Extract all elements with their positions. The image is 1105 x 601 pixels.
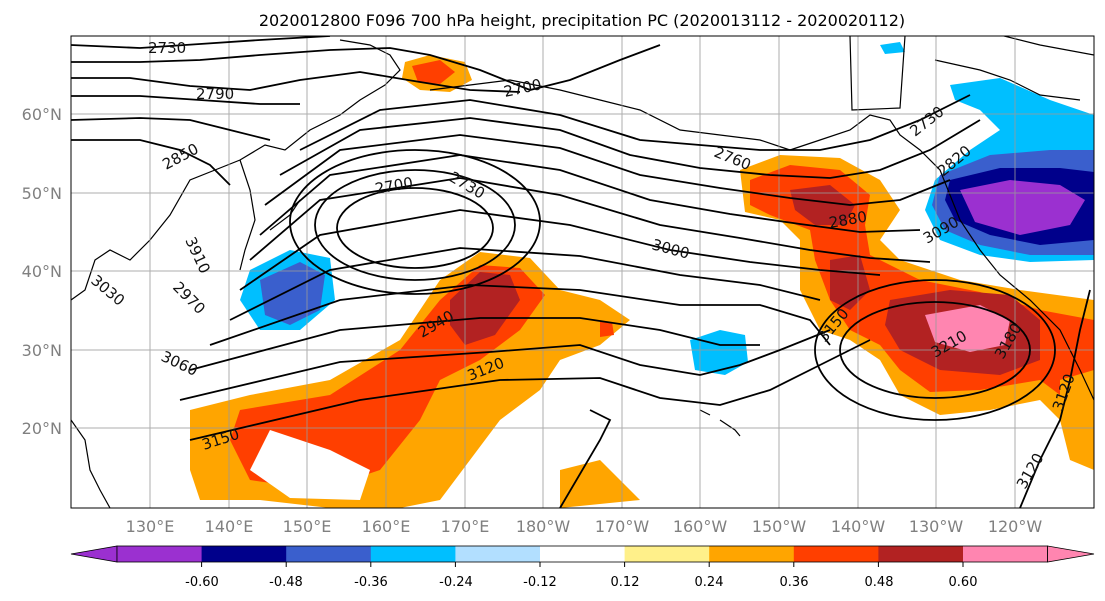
lon-label: 170°E	[441, 517, 490, 536]
lon-label: 140°E	[205, 517, 254, 536]
colorbar-tick-label: 0.36	[780, 575, 809, 590]
colorbar-ticks: -0.60 -0.48 -0.36 -0.24 -0.12 0.12 0.24 …	[185, 575, 977, 590]
map-area: 2730 2790 2700 2850 2700 2730 2760 2730 …	[71, 36, 1094, 508]
lat-label: 40°N	[22, 262, 62, 281]
colorbar-segment	[286, 546, 372, 562]
lat-label: 50°N	[22, 184, 62, 203]
colorbar-segment	[878, 546, 964, 562]
positive-precip-shading	[190, 55, 1094, 508]
colorbar-segment	[201, 546, 287, 562]
colorbar-tick-label: 0.60	[949, 575, 978, 590]
colorbar-segment	[455, 546, 541, 562]
contour-label: 2790	[196, 85, 234, 103]
map-frame	[70, 35, 1095, 509]
negative-precip-shading	[240, 42, 1094, 375]
colorbar-tick-label: 0.48	[865, 575, 894, 590]
figure-title: 2020012800 F096 700 hPa height, precipit…	[259, 11, 905, 30]
colorbar-segment	[117, 546, 203, 562]
colorbar-extend-high	[1047, 545, 1095, 563]
colorbar-frame	[116, 545, 1048, 563]
lon-label: 170°W	[595, 517, 650, 536]
lon-label: 160°W	[673, 517, 728, 536]
colorbar-tick-label: -0.12	[523, 575, 557, 590]
lon-label: 160°E	[362, 517, 411, 536]
lat-label: 60°N	[22, 105, 62, 124]
colorbar-tick-label: 0.24	[695, 575, 724, 590]
colorbar-segment	[709, 546, 795, 562]
colorbar-tick-label: -0.60	[185, 575, 219, 590]
lon-label: 130°E	[126, 517, 175, 536]
lon-label: 140°W	[831, 517, 886, 536]
colorbar-tick-label: -0.36	[354, 575, 388, 590]
colorbar-segment	[793, 546, 879, 562]
colorbar-segment	[963, 546, 1049, 562]
lon-label: 180°W	[516, 517, 571, 536]
lon-label: 150°E	[283, 517, 332, 536]
lon-label: 150°W	[752, 517, 807, 536]
lat-label: 30°N	[22, 341, 62, 360]
longitude-labels: 130°E 140°E 150°E 160°E 170°E 180°W 170°…	[126, 517, 1043, 536]
colorbar-tick-label: -0.24	[439, 575, 473, 590]
colorbar-tick-label: 0.12	[611, 575, 640, 590]
colorbar-segment	[624, 546, 710, 562]
lat-label: 20°N	[22, 419, 62, 438]
colorbar-segment	[370, 546, 456, 562]
lon-label: 120°W	[988, 517, 1043, 536]
colorbar	[70, 545, 1095, 567]
colorbar-extend-low	[70, 545, 118, 563]
colorbar-tick-label: -0.48	[269, 575, 303, 590]
height-contours	[71, 36, 1091, 508]
lon-label: 130°W	[909, 517, 964, 536]
latitude-labels: 60°N 50°N 40°N 30°N 20°N	[22, 105, 62, 438]
colorbar-segment	[540, 546, 626, 562]
contour-label: 2730	[148, 39, 186, 57]
